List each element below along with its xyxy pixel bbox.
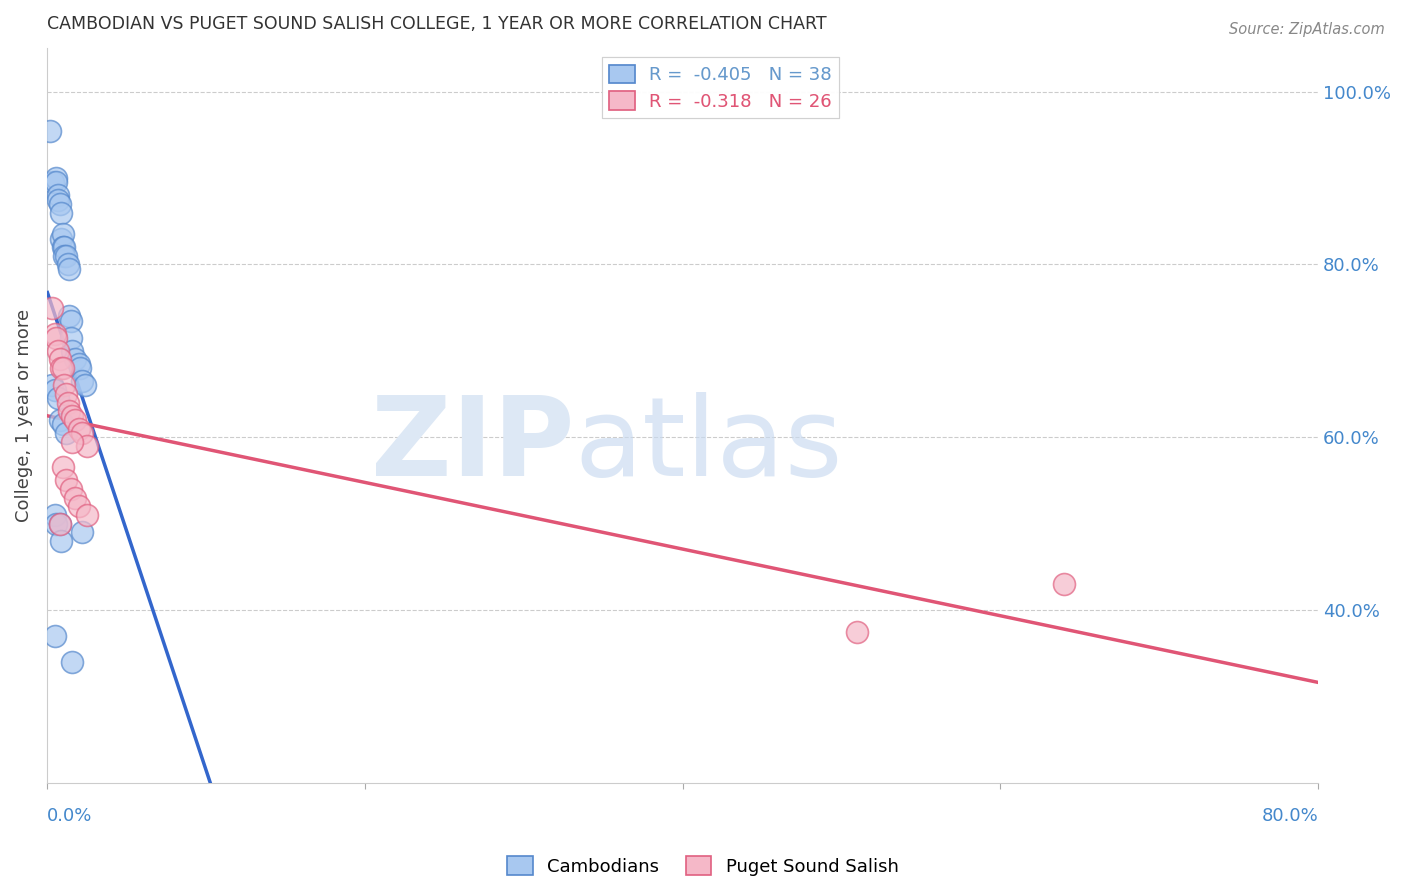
Point (59, 482, 82, 496)
Point (52, 460, 75, 475)
Point (46, 193, 69, 207)
Text: CAMBODIAN VS PUGET SOUND SALISH COLLEGE, 1 YEAR OR MORE CORRELATION CHART: CAMBODIAN VS PUGET SOUND SALISH COLLEGE,… (46, 15, 827, 33)
Point (51, 231, 73, 245)
Point (67, 357, 90, 371)
Point (70, 525, 93, 540)
Point (41, 378, 63, 392)
Text: 80.0%: 80.0% (1261, 807, 1319, 825)
Text: Source: ZipAtlas.com: Source: ZipAtlas.com (1229, 22, 1385, 37)
Point (69, 361, 91, 376)
Point (70, 425, 93, 440)
Point (46, 343, 69, 358)
Point (53, 249, 76, 263)
Point (67, 422, 90, 436)
Point (60, 409, 83, 423)
Point (53, 240, 76, 254)
Point (56, 257, 79, 271)
Point (67, 500, 90, 514)
Text: atlas: atlas (575, 392, 844, 499)
Text: 0.0%: 0.0% (46, 807, 93, 825)
Point (42, 175, 65, 189)
Point (51, 533, 73, 548)
Point (46, 188, 69, 202)
Point (60, 343, 83, 358)
Point (55, 387, 77, 401)
Point (48, 413, 70, 427)
Legend: Cambodians, Puget Sound Salish: Cambodians, Puget Sound Salish (501, 849, 905, 883)
Point (65, 413, 87, 427)
Point (39, 123, 62, 137)
Point (51, 205, 73, 219)
Point (48, 516, 70, 531)
Point (44, 508, 66, 522)
Point (846, 624, 869, 639)
Point (48, 352, 70, 367)
Point (44, 383, 66, 397)
Legend: R =  -0.405   N = 38, R =  -0.318   N = 26: R = -0.405 N = 38, R = -0.318 N = 26 (602, 57, 839, 118)
Point (58, 310, 80, 324)
Point (65, 491, 87, 505)
Point (44, 326, 66, 341)
Point (58, 261, 80, 276)
Point (55, 474, 77, 488)
Point (60, 655, 83, 669)
Point (55, 425, 77, 440)
Point (70, 374, 93, 388)
Point (1053, 577, 1076, 591)
Point (45, 516, 67, 531)
Point (56, 395, 79, 409)
Point (52, 361, 75, 376)
Point (65, 352, 87, 367)
Point (73, 378, 96, 392)
Point (51, 361, 73, 376)
Point (59, 313, 82, 327)
Point (76, 508, 98, 522)
Point (45, 331, 67, 345)
Point (41, 301, 63, 315)
Point (53, 378, 76, 392)
Point (48, 197, 70, 211)
Point (60, 434, 83, 449)
Point (76, 439, 98, 453)
Point (44, 629, 66, 643)
Point (52, 227, 75, 242)
Point (52, 240, 75, 254)
Point (52, 417, 75, 432)
Point (59, 331, 82, 345)
Point (58, 404, 80, 418)
Y-axis label: College, 1 year or more: College, 1 year or more (15, 310, 32, 522)
Point (45, 175, 67, 189)
Point (45, 171, 67, 186)
Point (48, 516, 70, 531)
Point (46, 392, 69, 406)
Text: ZIP: ZIP (371, 392, 575, 499)
Point (55, 249, 77, 263)
